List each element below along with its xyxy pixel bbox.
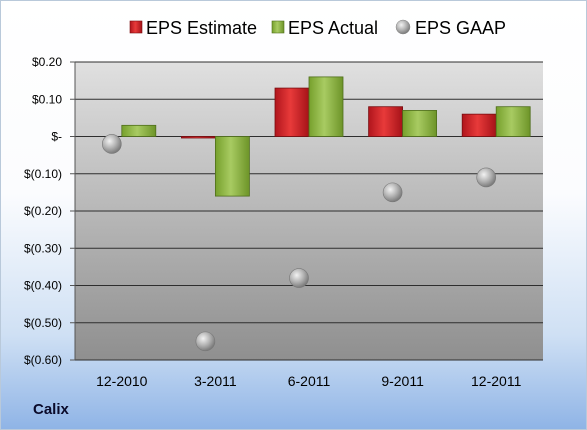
legend-swatch	[271, 20, 285, 34]
bar-eps-actual	[495, 106, 531, 137]
y-tick-label: $0.20	[32, 55, 62, 69]
y-tick-label: $(0.30)	[24, 241, 62, 255]
company-name: Calix	[33, 401, 69, 418]
legend-swatch	[129, 20, 143, 34]
bar-eps-actual	[121, 124, 157, 137]
x-axis-categories: 12-2010 3-2011 6-2011 9-2011 12-2011	[96, 373, 521, 389]
marker-eps-gaap	[195, 331, 216, 352]
y-tick-label: $(0.60)	[24, 353, 62, 367]
marker-eps-gaap	[476, 167, 497, 188]
gaap-markers	[102, 134, 497, 352]
y-tick-label: $0.10	[32, 92, 62, 106]
legend-swatch	[395, 19, 411, 35]
bar-eps-estimate	[461, 113, 497, 137]
y-tick-label: $(0.20)	[24, 204, 62, 218]
legend-label: EPS Actual	[288, 18, 378, 38]
y-tick-label: $-	[51, 130, 62, 144]
y-axis-ticks: $0.20 $0.10 $- $(0.10) $(0.20) $(0.30) $(0.40)…	[24, 55, 76, 367]
bar-eps-estimate	[368, 106, 404, 137]
x-category-label: 3-2011	[194, 373, 237, 389]
y-tick-label: $(0.10)	[24, 167, 62, 181]
bars	[121, 76, 531, 197]
y-tick-label: $(0.50)	[24, 316, 62, 330]
x-category-label: 12-2010	[96, 373, 148, 389]
y-tick-label: $(0.40)	[24, 279, 62, 293]
bar-eps-estimate	[180, 136, 216, 139]
legend-label: EPS GAAP	[415, 18, 506, 38]
legend-label: EPS Estimate	[146, 18, 257, 38]
marker-eps-gaap	[382, 182, 403, 203]
x-category-label: 12-2011	[471, 373, 522, 389]
bar-eps-actual	[402, 110, 438, 137]
bar-eps-estimate	[274, 87, 310, 137]
legend: EPS Estimate EPS Actual EPS GAAP	[129, 18, 506, 38]
x-category-label: 9-2011	[381, 373, 424, 389]
bar-eps-actual	[308, 76, 344, 137]
bar-eps-actual	[214, 136, 250, 197]
marker-eps-gaap	[102, 134, 122, 154]
marker-eps-gaap	[289, 268, 309, 288]
x-category-label: 6-2011	[288, 373, 331, 389]
